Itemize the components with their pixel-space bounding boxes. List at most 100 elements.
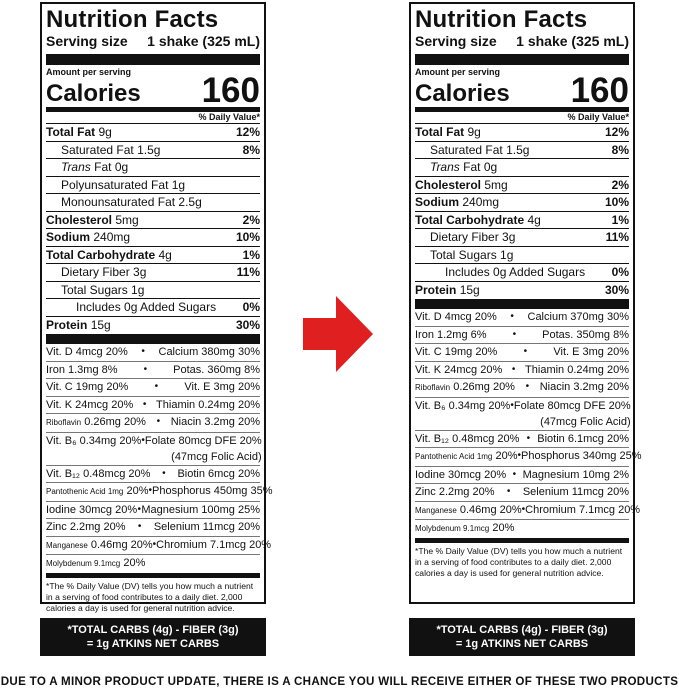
nutrient-name: Trans [61, 160, 91, 174]
net-carbs-line1: *TOTAL CARBS (4g) - FIBER (3g) [436, 624, 608, 636]
nutrient-amount: 240mg [93, 230, 131, 244]
vitamin-row: Vit. C 19mg 20% • Vit. E 3mg 20% [46, 379, 260, 397]
net-carbs-line2: = 1g ATKINS NET CARBS [455, 638, 589, 650]
net-carbs-box-new: *TOTAL CARBS (4g) - FIBER (3g) = 1g ATKI… [409, 618, 635, 656]
nutrient-name: Protein [46, 317, 88, 332]
nutrient-amount: Fat 0g [463, 160, 498, 174]
nutrient-pct: 0% [242, 300, 260, 314]
vitamin-left: Iodine 30mcg 20% [46, 503, 138, 516]
nutrient-pct: 0% [611, 265, 629, 279]
vitamin-row: Manganese 0.46mg 20% • Chromium 7.1mcg 20% [415, 502, 640, 520]
bullet: • [517, 450, 521, 461]
vitamin-row: Vit. D 4mcg 20% • Calcium 370mg 30% [415, 309, 629, 327]
thick-divider [415, 299, 629, 309]
nutrient-pct: 11% [236, 265, 260, 279]
vitamin-row: Iron 1.3mg 8% • Potas. 360mg 8% [46, 362, 260, 379]
nutrient-row-total-carbohydrate: Total Carbohydrate 4g 1% [415, 212, 629, 229]
vitamin-row: Vit. C 19mg 20% • Vit. E 3mg 20% [415, 344, 629, 362]
medium-divider [415, 107, 629, 112]
nutrient-name: Polyunsaturated Fat [61, 177, 169, 192]
thick-divider [415, 55, 629, 65]
vitamin-right: Chromium 7.1mcg 20% [525, 503, 641, 516]
nutrient-amount: 5mg [115, 212, 139, 227]
vitamin-row: Iron 1.2mg 6% • Potas. 350mg 8% [415, 327, 629, 344]
nutrition-label-old: Nutrition Facts Serving size 1 shake (32… [40, 2, 272, 613]
bullet: • [506, 486, 511, 497]
bullet: • [143, 363, 148, 375]
vitamin-row: Vit. D 4mcg 20% • Calcium 380mg 30% [46, 344, 260, 362]
bullet: • [510, 399, 514, 411]
vitamin-right: Chromium 7.1mcg 20% [156, 538, 272, 551]
net-carbs-line1: *TOTAL CARBS (4g) - FIBER (3g) [67, 624, 239, 636]
nutrient-row-monounsaturated-fat: Monounsaturated Fat 2.5g [46, 194, 260, 212]
vitamin-left: Vit. D 4mcg 20% [415, 311, 497, 323]
vitamin-left: Vit. B₆ 0.34mg 20% [46, 434, 142, 447]
vitamin-row: Molybdenum 9.1mcg 20% [46, 555, 260, 573]
nutrient-row-total-sugars: Total Sugars 1g [46, 282, 260, 299]
nutrient-name: Saturated Fat [430, 142, 503, 157]
serving-size-value: 1 shake (325 mL) [147, 33, 260, 49]
nutrient-name: Total Sugars [430, 247, 497, 262]
vitamin-row: Vit. B₁₂ 0.48mcg 20% • Biotin 6mcg 20% [46, 466, 260, 483]
vitamin-right: Phosphorus 450mg 35% [152, 485, 273, 497]
nutrient-name: Total Fat [46, 125, 96, 139]
nutrient-name: Trans [430, 160, 460, 174]
vitamin-right: Biotin 6mcg 20% [177, 467, 260, 480]
vitamin-left: Vit. B₆ 0.34mg 20% [415, 399, 511, 412]
bullet: • [523, 346, 528, 357]
vitamin-row: Vit. B₆ 0.34mg 20% • Folate 80mcg DFE 20% (… [415, 398, 631, 431]
nutrient-amount: 15g [459, 282, 480, 297]
vitamin-row: Riboflavin 0.26mg 20% • Niacin 3.2mg 20% [46, 414, 260, 433]
nutrient-row-saturated-fat: Saturated Fat 1.5g 8% [415, 142, 629, 159]
nutrient-row-total-carbohydrate: Total Carbohydrate 4g 1% [46, 247, 260, 264]
daily-value-header: % Daily Value* [415, 112, 629, 124]
vitamin-left-small: Manganese [46, 540, 88, 550]
serving-size-value: 1 shake (325 mL) [516, 33, 629, 49]
amount-per-serving: Amount per serving [415, 67, 501, 77]
bullet: • [154, 381, 159, 392]
product-update-notice: DUE TO A MINOR PRODUCT UPDATE, THERE IS … [0, 675, 679, 688]
nutrient-pct: 1% [611, 212, 629, 227]
nutrient-name: Includes 0g Added Sugars [445, 265, 586, 279]
net-carbs-box-old: *TOTAL CARBS (4g) - FIBER (3g) = 1g ATKI… [40, 618, 266, 656]
nutrition-label-new: Nutrition Facts Serving size 1 shake (32… [409, 2, 641, 604]
bullet: • [137, 503, 141, 515]
nutrient-name: Protein [415, 282, 457, 297]
nutrient-amount: 4g [158, 247, 172, 262]
vitamin-right: Folate 80mcg DFE 20% [513, 399, 631, 412]
serving-size-row: Serving size 1 shake (325 mL) [46, 33, 260, 55]
vitamin-left: 0.46mg 20% [459, 503, 522, 516]
vitamin-right: Magnesium 10mg 2% [522, 468, 629, 481]
vitamin-left: Vit. C 19mg 20% [46, 381, 129, 393]
nutrient-amount: 5mg [484, 177, 508, 192]
calories-row: Calories 160 [46, 71, 260, 110]
nutrient-amount: 4g [527, 212, 541, 227]
vitamin-left: Iodine 30mcg 20% [415, 468, 507, 481]
vitamin-left-small: Molybdenum 9.1mcg [46, 559, 121, 568]
bullet: • [152, 538, 157, 550]
medium-divider [46, 107, 260, 112]
vitamin-left: Vit. K 24mcg 20% [46, 398, 134, 411]
nutrient-row-total-sugars: Total Sugars 1g [415, 247, 629, 264]
bullet: • [137, 521, 142, 532]
vitamin-row: Vit. B₆ 0.34mg 20% • Folate 80mcg DFE 20% (… [46, 433, 262, 466]
nutrient-name: Sodium [46, 230, 90, 244]
nutrient-pct: 11% [605, 230, 629, 244]
vitamin-left: 20% [492, 522, 515, 534]
right-arrow-icon [303, 296, 373, 372]
vitamin-row: Zinc 2.2mg 20% • Selenium 11mcg 20% [46, 519, 260, 537]
calories-value: 160 [201, 71, 260, 110]
nutrient-row-total-fat: Total Fat 9g 12% [46, 124, 260, 142]
serving-size-label: Serving size [46, 33, 128, 49]
vitamin-right: Selenium 11mcg 20% [522, 486, 629, 498]
nutrient-row-polyunsaturated-fat: Polyunsaturated Fat 1g [46, 177, 260, 194]
nutrient-amount: 9g [98, 125, 112, 139]
bullet: • [526, 432, 531, 444]
nutrient-amount: 3g [133, 265, 147, 279]
vitamin-left: 20% [126, 485, 149, 497]
vitamin-left: 20% [495, 450, 518, 462]
net-carbs-line2: = 1g ATKINS NET CARBS [86, 638, 220, 650]
vitamin-left-small: Manganese [415, 505, 457, 515]
nutrient-name: Cholesterol [46, 212, 113, 227]
vitamin-row: Riboflavin 0.26mg 20% • Niacin 3.2mg 20% [415, 379, 629, 398]
